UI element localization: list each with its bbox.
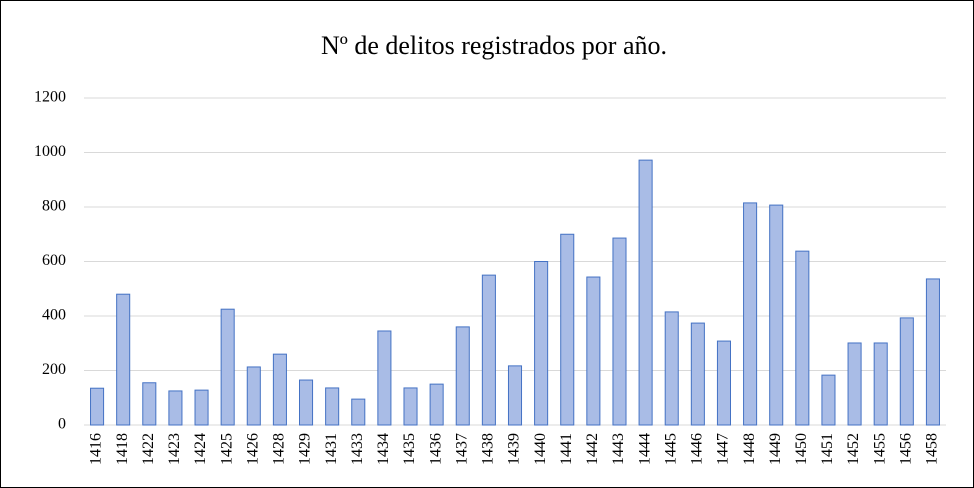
x-tick-label: 1416	[88, 433, 105, 465]
bar	[194, 389, 209, 426]
x-tick-label: 1458	[924, 433, 941, 465]
x-tick-label: 1435	[401, 433, 418, 465]
x-tick-label: 1455	[871, 433, 888, 465]
x-tick-label: 1452	[845, 433, 862, 465]
x-tick-label: 1456	[897, 433, 914, 465]
x-tick-label: 1450	[793, 433, 810, 465]
bar	[899, 317, 914, 426]
y-tick-label: 200	[42, 361, 66, 378]
bar	[769, 204, 784, 426]
y-tick-label: 1000	[34, 143, 66, 160]
x-tick-label: 1434	[375, 433, 392, 465]
bar	[351, 398, 366, 426]
x-tick-label: 1446	[689, 433, 706, 465]
y-tick-label: 400	[42, 307, 66, 324]
bar	[429, 383, 444, 426]
x-tick-label: 1437	[453, 433, 470, 465]
x-tick-label: 1424	[192, 433, 209, 465]
y-tick-label: 600	[42, 252, 66, 269]
bar	[534, 261, 549, 426]
x-tick-label: 1436	[427, 433, 444, 465]
x-tick-label: 1451	[819, 433, 836, 465]
bar	[690, 322, 705, 426]
bar	[507, 365, 523, 426]
bar	[873, 342, 888, 426]
bar	[716, 340, 731, 426]
bar	[821, 374, 836, 426]
x-tick-label: 1443	[610, 433, 627, 465]
x-tick-label: 1445	[662, 433, 679, 465]
x-tick-label: 1433	[349, 433, 366, 465]
bar	[925, 278, 940, 426]
bar	[560, 233, 575, 426]
x-tick-label: 1448	[741, 433, 758, 465]
bar	[220, 308, 235, 426]
x-tick-label: 1423	[166, 433, 183, 465]
x-tick-label: 1428	[271, 433, 288, 465]
y-tick-label: 800	[42, 198, 66, 215]
bar	[246, 366, 261, 426]
x-tick-label: 1418	[114, 433, 131, 465]
bar	[847, 342, 862, 426]
x-tick-label: 1441	[558, 433, 575, 465]
bar	[612, 237, 627, 426]
bar	[116, 293, 131, 426]
bar	[377, 330, 392, 426]
bar	[299, 379, 314, 426]
bar	[403, 387, 418, 426]
bar	[272, 353, 287, 426]
bar	[481, 274, 496, 426]
x-tick-label: 1449	[767, 433, 784, 465]
x-tick-label: 1442	[584, 433, 601, 465]
bar	[743, 202, 758, 426]
x-tick-label: 1438	[480, 433, 497, 465]
x-tick-label: 1440	[532, 433, 549, 465]
bar	[168, 390, 183, 426]
x-tick-label: 1429	[297, 433, 314, 465]
chart-title: Nº de delitos registrados por año.	[321, 31, 667, 60]
bar	[455, 326, 470, 426]
bar	[142, 382, 157, 426]
x-tick-label: 1425	[218, 433, 235, 465]
bar	[638, 159, 653, 426]
bar	[795, 250, 810, 426]
y-tick-label: 0	[58, 416, 66, 433]
x-tick-label: 1431	[323, 433, 340, 465]
y-tick-label: 1200	[34, 89, 66, 106]
bar	[664, 311, 679, 426]
x-tick-label: 1422	[140, 433, 157, 465]
x-tick-label: 1447	[715, 433, 732, 465]
bar	[325, 387, 340, 426]
bar	[586, 276, 601, 426]
x-tick-label: 1439	[506, 433, 523, 465]
x-tick-label: 1444	[636, 433, 653, 465]
x-tick-label: 1426	[244, 433, 261, 465]
bar	[90, 387, 105, 426]
